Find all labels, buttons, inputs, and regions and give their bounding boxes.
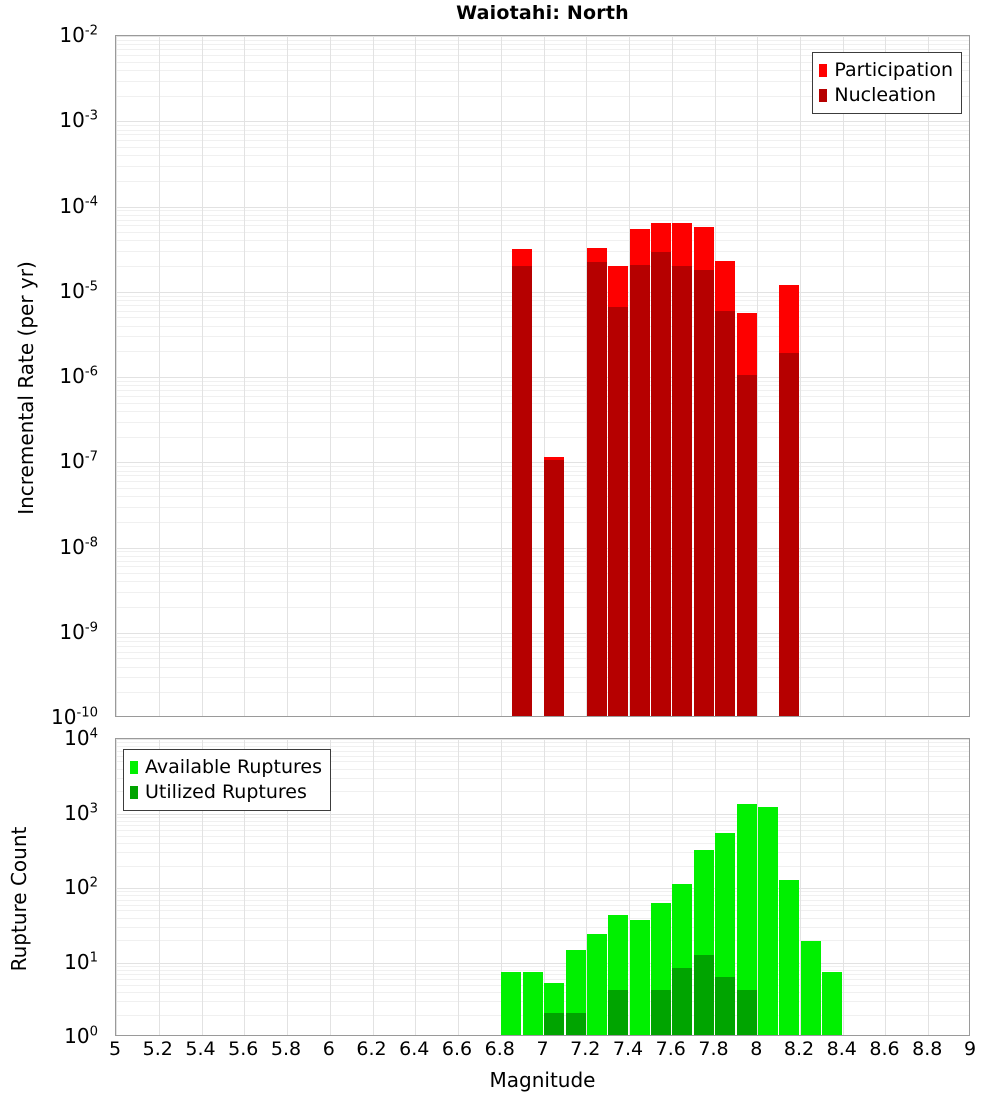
bar-utilized-ruptures: [608, 990, 628, 1035]
bar-nucleation: [715, 311, 735, 716]
bar-utilized-ruptures: [651, 990, 671, 1035]
bar-available-ruptures: [779, 880, 799, 1035]
x-tick-label: 8.2: [783, 1038, 815, 1060]
incremental-rate-plot: Participation Nucleation: [115, 35, 970, 717]
legend-entry: Available Ruptures: [130, 755, 322, 780]
x-tick-label: 6.2: [356, 1038, 387, 1060]
bar-utilized-ruptures: [737, 990, 757, 1035]
y-tick-label: 104: [64, 726, 98, 750]
x-tick-label: 7.6: [655, 1038, 686, 1060]
x-tick-label: 6.6: [441, 1038, 473, 1060]
bar-nucleation: [779, 353, 799, 716]
x-tick-label: 8.4: [826, 1038, 857, 1060]
x-tick-label: 8.8: [912, 1038, 943, 1060]
bar-available-ruptures: [501, 972, 521, 1035]
legend-swatch-icon: [130, 786, 138, 799]
x-tick-label: 8.6: [869, 1038, 900, 1060]
bar-available-ruptures: [801, 941, 821, 1035]
y-axis-label-top: Incremental Rate (per yr): [14, 261, 38, 515]
legend-label: Nucleation: [834, 84, 937, 106]
x-tick-label: 5.2: [142, 1038, 173, 1060]
y-tick-label: 10-6: [59, 364, 98, 388]
x-tick-label: 8: [750, 1038, 763, 1060]
bar-nucleation: [737, 375, 757, 716]
x-tick-label: 5.6: [228, 1038, 259, 1060]
bar-available-ruptures: [822, 972, 842, 1035]
bar-available-ruptures: [523, 972, 543, 1035]
x-tick-label: 5.8: [270, 1038, 302, 1060]
legend-entry: Nucleation: [819, 83, 953, 108]
legend-entry: Participation: [819, 58, 953, 83]
y-axis-ticks-top: 10-2 10-3 10-4 10-5 10-6 10-7 10-8 10-9 10-10: [0, 24, 106, 727]
y-tick-label: 10-3: [59, 108, 98, 133]
x-tick-label: 6: [322, 1038, 335, 1060]
legend-label: Participation: [834, 59, 953, 81]
bar-available-ruptures: [630, 920, 650, 1035]
x-tick-label: 6.4: [399, 1038, 430, 1060]
x-tick-label: 5.4: [185, 1038, 216, 1060]
bar-utilized-ruptures: [544, 1013, 564, 1035]
legend-bottom: Available Ruptures Utilized Ruptures: [123, 749, 331, 811]
y-tick-label: 10-8: [59, 534, 98, 559]
y-tick-label: 101: [64, 949, 98, 974]
bar-utilized-ruptures: [566, 1013, 586, 1035]
bar-nucleation: [512, 266, 532, 716]
bar-available-ruptures: [737, 804, 757, 1035]
x-tick-label: 5: [108, 1038, 122, 1060]
y-tick-label: 10-7: [59, 449, 98, 474]
legend-top: Participation Nucleation: [812, 52, 962, 114]
x-tick-label: 7.2: [570, 1038, 601, 1060]
y-tick-label: 10-9: [59, 619, 98, 644]
legend-label: Available Ruptures: [145, 756, 322, 778]
y-tick-label: 102: [64, 875, 98, 899]
y-axis-label-bottom: Rupture Count: [7, 826, 31, 972]
y-tick-label: 10-2: [59, 23, 98, 47]
page-title: Waiotahi: North: [456, 2, 629, 24]
bar-nucleation: [672, 266, 692, 716]
bar-nucleation: [630, 265, 650, 716]
x-tick-label: 6.8: [484, 1038, 515, 1060]
y-tick-label: 100: [64, 1024, 98, 1048]
rupture-count-plot: Available Ruptures Utilized Ruptures: [115, 738, 970, 1036]
bar-series-bottom: [116, 739, 969, 1035]
bar-utilized-ruptures: [672, 968, 692, 1035]
bar-nucleation: [694, 270, 714, 716]
x-tick-label: 7: [536, 1038, 549, 1060]
y-tick-label: 10-5: [59, 278, 98, 303]
bar-utilized-ruptures: [694, 955, 714, 1035]
bar-utilized-ruptures: [715, 977, 735, 1035]
bar-available-ruptures: [758, 807, 778, 1035]
legend-swatch-icon: [130, 761, 138, 774]
legend-entry: Utilized Ruptures: [130, 780, 322, 805]
y-tick-label: 10-10: [51, 705, 98, 729]
x-tick-label: 9: [963, 1038, 977, 1060]
x-axis-label: Magnitude: [489, 1068, 596, 1092]
legend-label: Utilized Ruptures: [145, 781, 307, 803]
y-tick-label: 103: [64, 800, 98, 825]
bar-nucleation: [651, 252, 671, 716]
legend-swatch-icon: [819, 89, 828, 102]
bar-series-top: [116, 36, 969, 716]
bar-nucleation: [544, 460, 564, 716]
bar-nucleation: [608, 307, 628, 716]
x-tick-label: 7.8: [698, 1038, 729, 1060]
legend-swatch-icon: [819, 64, 828, 77]
x-tick-label: 7.4: [612, 1038, 644, 1060]
y-tick-label: 10-4: [59, 193, 98, 218]
y-axis-ticks-bottom: 104 103 102 101 100: [0, 727, 106, 1046]
bar-available-ruptures: [587, 934, 607, 1035]
bar-nucleation: [587, 262, 607, 716]
